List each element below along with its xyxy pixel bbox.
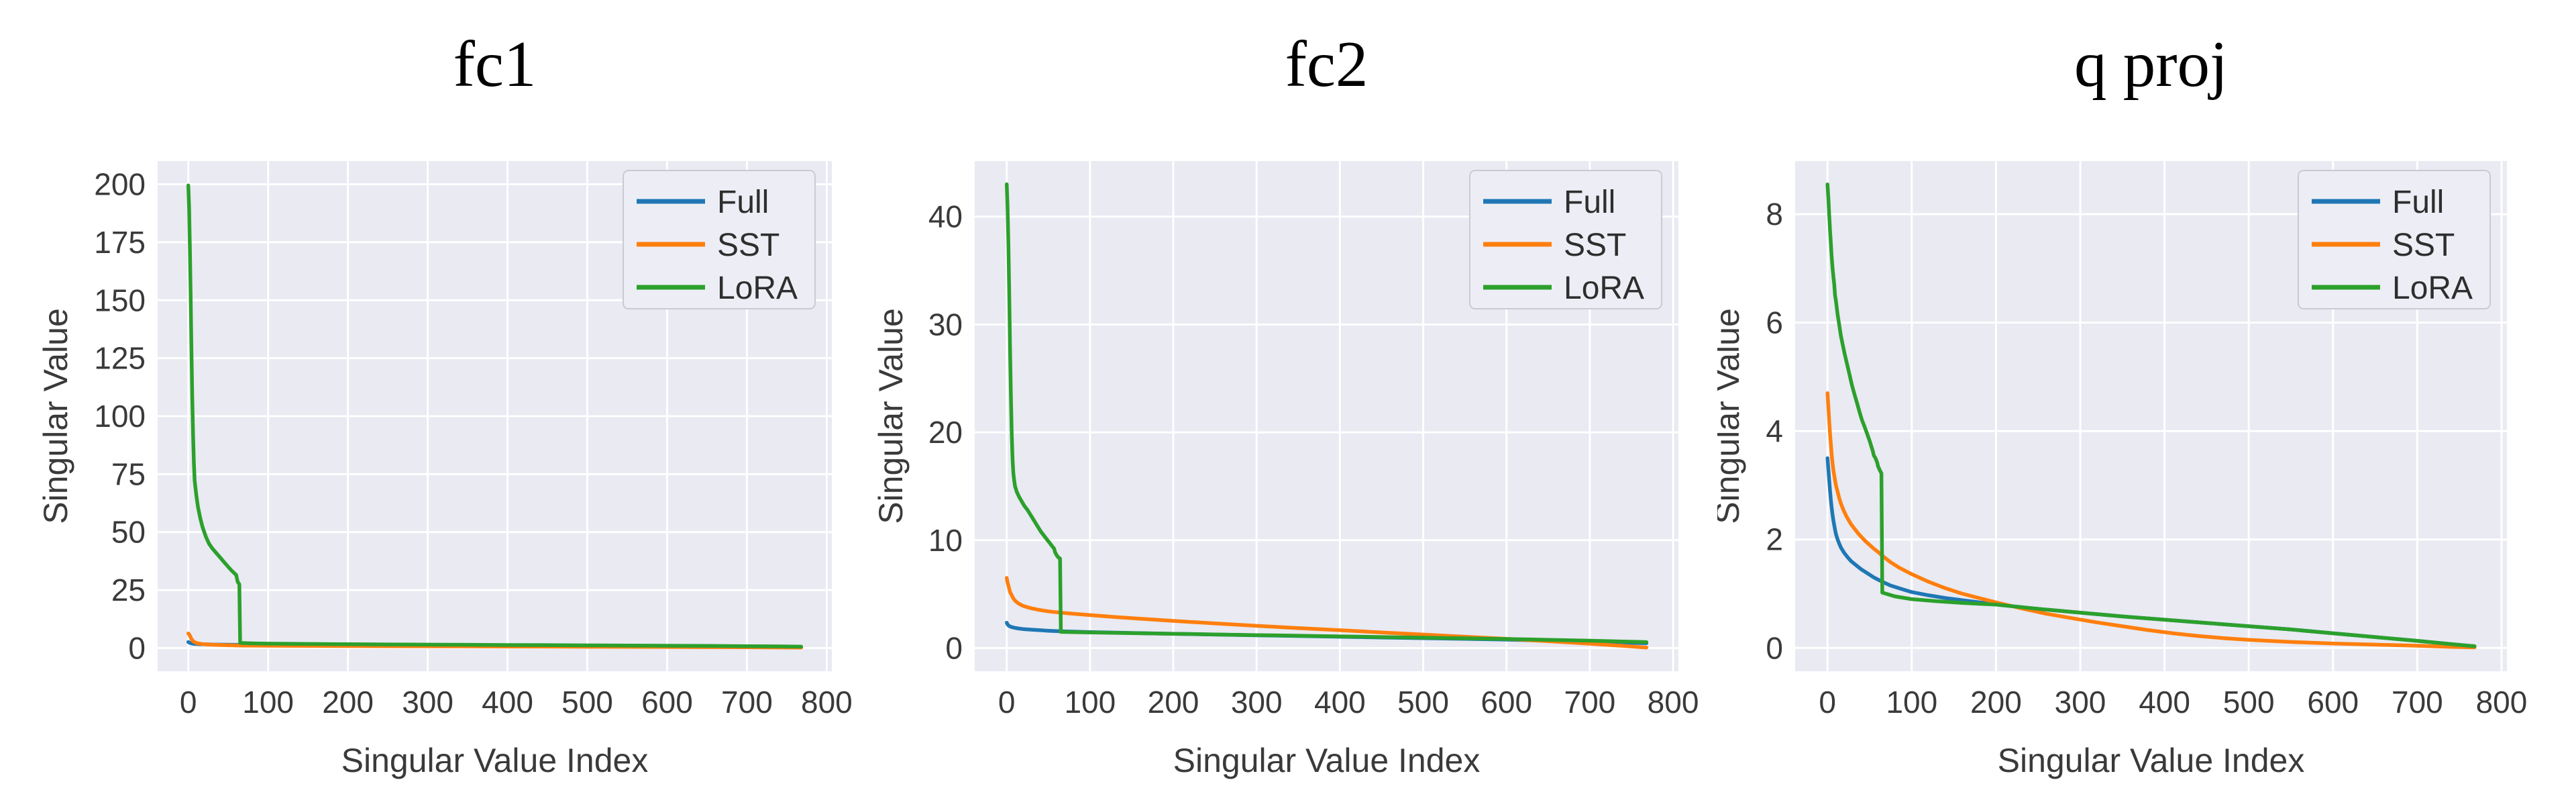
y-tick-label: 125 <box>94 341 146 376</box>
x-tick-label: 700 <box>2392 685 2443 720</box>
chart-title: q proj <box>2074 28 2228 100</box>
x-tick-label: 200 <box>1970 685 2022 720</box>
y-tick-label: 6 <box>1766 305 1783 340</box>
series-lines <box>1825 182 2477 650</box>
x-tick-label: 600 <box>1481 685 1532 720</box>
y-tick-label: 10 <box>928 523 963 558</box>
x-tick-label: 300 <box>402 685 453 720</box>
x-axis-label: Singular Value Index <box>1173 742 1481 779</box>
series-lines <box>186 183 804 650</box>
x-tick-label: 100 <box>1886 685 1937 720</box>
x-tick-label: 500 <box>1397 685 1449 720</box>
x-tick-label: 100 <box>242 685 294 720</box>
legend: Full SST LoRA <box>2298 170 2491 309</box>
legend-label-lora: LoRA <box>717 271 798 306</box>
legend-label-full: Full <box>1564 185 1615 220</box>
legend-label-full: Full <box>717 185 769 220</box>
y-tick-label: 0 <box>945 630 963 665</box>
x-tick-label: 200 <box>322 685 374 720</box>
x-tick-label: 100 <box>1064 685 1116 720</box>
chart-panel-fc1: 0 25 50 75 100 125 150 175 200 0 100 200 300 400 500 60… <box>0 0 859 786</box>
x-tick-label: 0 <box>998 685 1016 720</box>
x-axis-label: Singular Value Index <box>341 742 649 779</box>
x-tick-label: 800 <box>801 685 853 720</box>
y-tick-label: 25 <box>111 573 146 607</box>
chart-title: fc1 <box>453 28 537 100</box>
legend-label-sst: SST <box>1564 228 1626 263</box>
line-lora <box>1825 182 2477 648</box>
line-lora <box>186 183 804 649</box>
x-tick-label: 300 <box>1231 685 1283 720</box>
y-axis-label: Singular Value <box>872 308 910 524</box>
x-tick-label: 700 <box>721 685 773 720</box>
legend-label-full: Full <box>2392 185 2444 220</box>
y-axis-label: Singular Value <box>37 308 74 524</box>
legend-box <box>623 170 816 309</box>
legend-label-sst: SST <box>717 228 780 263</box>
grid <box>1795 161 2507 671</box>
y-tick-label: 0 <box>128 630 146 665</box>
y-tick-label: 75 <box>111 456 146 491</box>
x-tick-label: 400 <box>2139 685 2190 720</box>
legend: Full SST LoRA <box>623 170 816 309</box>
x-tick-label: 600 <box>2307 685 2359 720</box>
x-tick-label: 500 <box>2223 685 2275 720</box>
x-tick-label: 0 <box>180 685 197 720</box>
y-axis-label: Singular Value <box>1717 308 1746 524</box>
y-tick-label: 30 <box>928 307 963 342</box>
x-tick-label: 300 <box>2055 685 2106 720</box>
chart-title: fc2 <box>1285 28 1368 100</box>
x-tick-label: 400 <box>1314 685 1366 720</box>
x-axis-ticks: 0 100 200 300 400 500 600 700 800 <box>180 685 853 720</box>
chart-svg-fc1: 0 25 50 75 100 125 150 175 200 0 100 200 300 400 500 60… <box>37 28 853 779</box>
y-axis-ticks: 0 25 50 75 100 125 150 175 200 <box>94 167 146 666</box>
x-tick-label: 800 <box>1648 685 1699 720</box>
legend-label-lora: LoRA <box>2392 271 2473 306</box>
legend-label-lora: LoRA <box>1564 271 1644 306</box>
y-tick-label: 175 <box>94 225 146 260</box>
legend-label-sst: SST <box>2392 228 2455 263</box>
y-tick-label: 40 <box>928 199 963 234</box>
series-lines <box>1004 182 1649 650</box>
x-tick-label: 800 <box>2476 685 2528 720</box>
line-lora <box>1004 182 1649 644</box>
legend: Full SST LoRA <box>1469 170 1662 309</box>
y-tick-label: 200 <box>94 167 146 202</box>
x-axis-label: Singular Value Index <box>1998 742 2305 779</box>
x-tick-label: 400 <box>482 685 533 720</box>
y-axis-ticks: 0 10 20 30 40 <box>928 199 963 666</box>
y-axis-ticks: 0 2 4 6 8 <box>1766 197 1783 665</box>
x-tick-label: 600 <box>641 685 693 720</box>
y-tick-label: 0 <box>1766 630 1783 665</box>
x-tick-label: 500 <box>561 685 613 720</box>
chart-panel-q-proj: 0 2 4 6 8 0 100 200 300 400 500 600 700 800 Singular V… <box>1717 0 2576 786</box>
x-tick-label: 0 <box>1819 685 1836 720</box>
line-sst <box>1004 576 1649 650</box>
y-tick-label: 150 <box>94 283 146 317</box>
legend-box <box>2298 170 2491 309</box>
x-axis-ticks: 0 100 200 300 400 500 600 700 800 <box>998 685 1699 720</box>
x-tick-label: 200 <box>1148 685 1199 720</box>
y-tick-label: 100 <box>94 399 146 434</box>
y-tick-label: 2 <box>1766 522 1783 557</box>
legend-box <box>1469 170 1662 309</box>
chart-panel-fc2: 0 10 20 30 40 0 100 200 300 400 500 600 700 800 Singul… <box>859 0 1717 786</box>
y-tick-label: 8 <box>1766 197 1783 232</box>
y-tick-label: 50 <box>111 515 146 550</box>
x-axis-ticks: 0 100 200 300 400 500 600 700 800 <box>1819 685 2527 720</box>
chart-svg-q-proj: 0 2 4 6 8 0 100 200 300 400 500 600 700 800 Singular V… <box>1717 28 2527 779</box>
y-tick-label: 20 <box>928 415 963 450</box>
x-tick-label: 700 <box>1564 685 1616 720</box>
y-tick-label: 4 <box>1766 413 1783 448</box>
